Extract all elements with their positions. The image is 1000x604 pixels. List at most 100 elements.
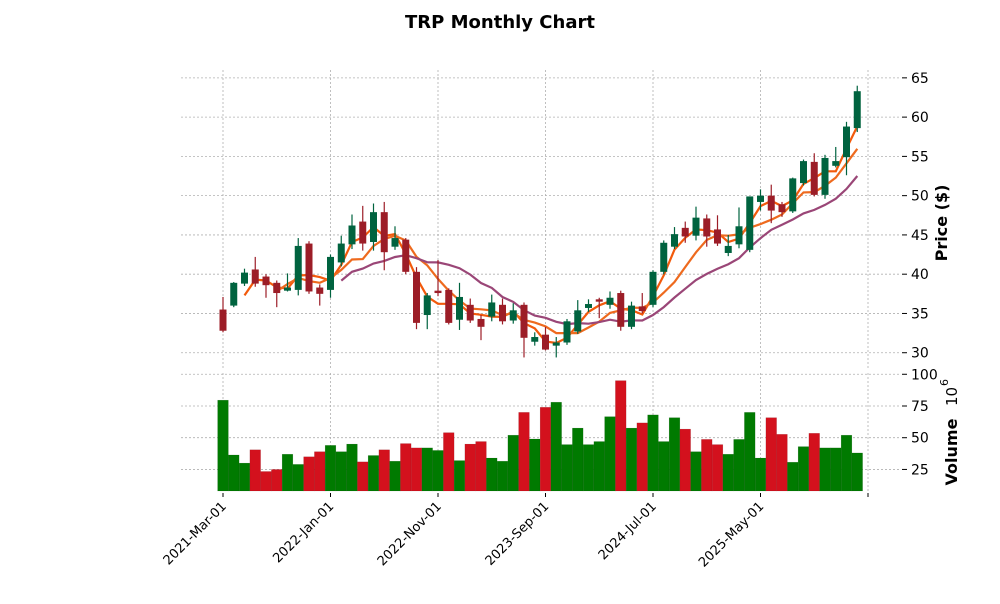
volume-bar xyxy=(432,450,444,492)
x-tick-label: 2023-Sep-01 xyxy=(483,499,553,569)
volume-bar xyxy=(615,380,627,492)
volume-tick-label: 50 xyxy=(911,431,929,447)
volume-exponent-power: 6 xyxy=(938,379,951,386)
volume-bar xyxy=(561,444,573,492)
volume-bar xyxy=(830,447,842,492)
candle-body xyxy=(337,243,345,263)
candle-body xyxy=(757,195,764,202)
grid xyxy=(181,70,901,491)
volume-bar xyxy=(711,444,724,492)
candle-body xyxy=(466,304,474,321)
volume-bar xyxy=(539,407,552,492)
volume-bar xyxy=(281,453,294,492)
candle-body xyxy=(735,226,743,245)
candle-body xyxy=(681,227,689,237)
candle-body xyxy=(606,297,614,305)
price-tick-label: 35 xyxy=(911,306,929,322)
volume-bar xyxy=(292,464,304,492)
candle-body xyxy=(703,218,711,237)
volume-bar xyxy=(410,447,423,492)
candle-body xyxy=(778,204,786,213)
candle-body xyxy=(692,217,700,236)
volume-tick-label: 100 xyxy=(911,367,938,383)
candle-body xyxy=(488,302,496,317)
candle-body xyxy=(563,321,571,343)
volume-bar xyxy=(668,417,681,492)
volume-bar xyxy=(754,457,767,492)
volume-bar xyxy=(367,455,380,492)
volume-bar xyxy=(228,454,240,492)
volume-bar xyxy=(722,453,734,492)
volume-bar xyxy=(529,438,541,492)
volume-bar xyxy=(303,456,315,492)
moving-average-line-3 xyxy=(243,125,859,345)
volume-bar xyxy=(636,422,648,492)
candle-body xyxy=(671,234,678,247)
volume-bar xyxy=(593,441,605,492)
candle-body xyxy=(843,126,850,158)
candle-body xyxy=(810,161,818,195)
volume-bar xyxy=(260,471,272,492)
candle-body xyxy=(531,337,539,342)
x-tick-label: 2025-May-01 xyxy=(696,499,767,570)
candle-body xyxy=(520,304,528,338)
volume-bar xyxy=(314,451,326,492)
volume-bar xyxy=(249,449,261,492)
candle-body xyxy=(638,306,646,312)
volume-bar xyxy=(572,427,584,492)
candle-body xyxy=(294,245,302,290)
volume-bar xyxy=(797,446,810,492)
candle-body xyxy=(262,276,270,286)
candle-body xyxy=(219,309,227,331)
candle-body xyxy=(853,91,861,129)
candle-body xyxy=(251,269,259,284)
volume-bar xyxy=(453,460,466,492)
moving-average-line-12 xyxy=(340,175,859,326)
candle-body xyxy=(767,195,775,211)
volume-bar xyxy=(271,469,283,492)
volume-bar xyxy=(421,447,433,492)
price-tick-label: 40 xyxy=(911,267,929,283)
candle-body xyxy=(230,282,238,306)
price-axis-label: Price ($) xyxy=(932,185,951,262)
candle-body xyxy=(800,161,807,184)
volume-bar xyxy=(690,451,702,492)
volume-bars xyxy=(217,380,863,492)
volume-bar xyxy=(475,441,487,492)
candle-body xyxy=(391,238,399,247)
candle-body xyxy=(574,310,582,332)
candle-body xyxy=(746,196,754,250)
volume-bar xyxy=(819,447,831,492)
volume-bar xyxy=(851,452,863,492)
volume-bar xyxy=(346,443,358,492)
volume-bar xyxy=(776,434,788,492)
candle-body xyxy=(348,225,356,245)
candle-body xyxy=(241,272,248,284)
candle-body xyxy=(370,212,377,242)
volume-tick-label: 75 xyxy=(911,399,929,415)
x-tick-label: 2022-Nov-01 xyxy=(375,499,445,569)
volume-bar xyxy=(733,439,745,492)
volume-bar xyxy=(701,439,713,492)
axes: 30 35 40 45 50 55 60 65 25 50 75 100 2021-Mar-01 2022… xyxy=(161,71,938,571)
x-tick-label: 2024-Jul-01 xyxy=(596,499,660,563)
volume-bar xyxy=(744,412,756,492)
candle-body xyxy=(832,161,840,166)
x-tick-label: 2022-Jan-01 xyxy=(270,499,337,566)
volume-bar xyxy=(582,444,595,492)
price-tick-label: 60 xyxy=(911,110,929,126)
candle-body xyxy=(423,295,431,316)
volume-bar xyxy=(400,443,412,492)
candle-body xyxy=(380,212,388,253)
volume-bar xyxy=(335,451,347,492)
chart-title: TRP Monthly Chart xyxy=(405,12,595,33)
volume-bar xyxy=(496,460,509,492)
candlesticks xyxy=(219,85,861,358)
price-tick-label: 55 xyxy=(911,149,929,165)
volume-bar xyxy=(787,461,799,492)
volume-bar xyxy=(647,414,659,492)
candle-body xyxy=(413,271,420,323)
candle-body xyxy=(617,293,625,327)
candle-body xyxy=(714,229,721,244)
